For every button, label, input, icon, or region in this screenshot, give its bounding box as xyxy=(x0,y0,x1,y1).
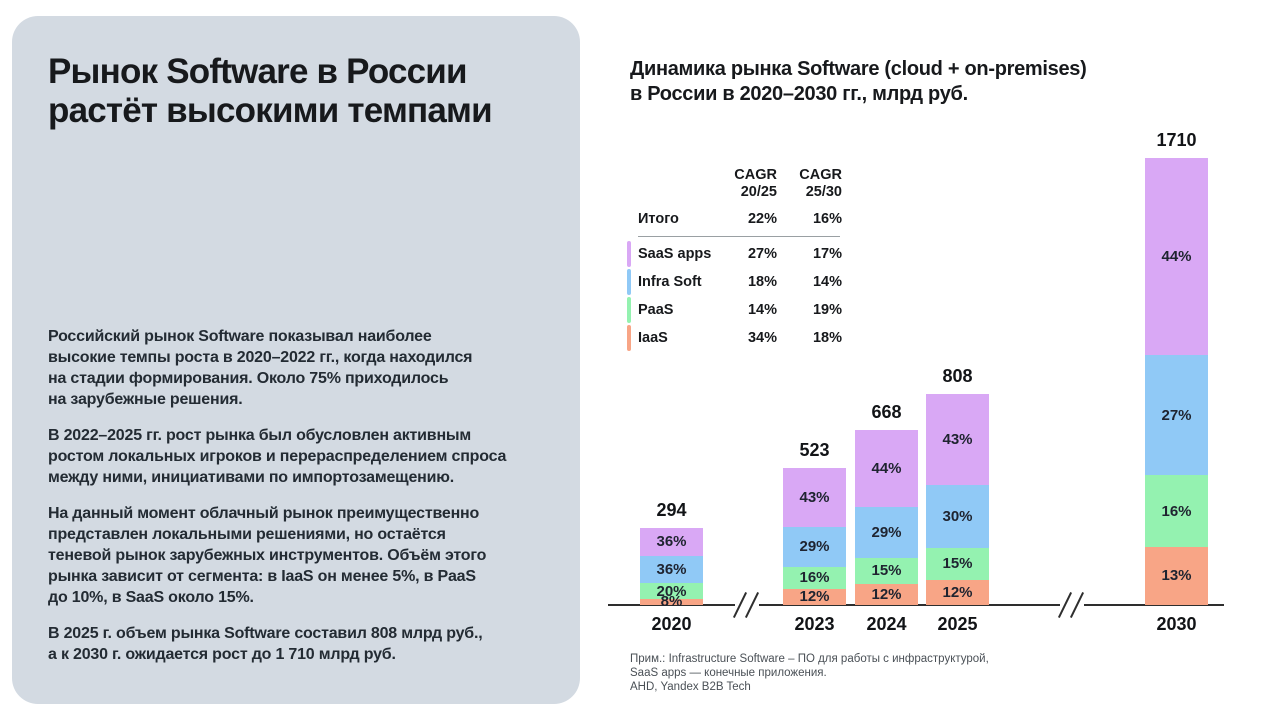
x-tick-2020: 2020 xyxy=(651,614,692,634)
cagr-table: CAGR 20/25 CAGR 25/30 Итого 22% 16% SaaS… xyxy=(627,163,842,352)
axis-break-slash xyxy=(1057,591,1073,619)
summary-text: Российский рынок Software показывал наиб… xyxy=(48,326,568,680)
segment-iaas: 12% xyxy=(783,588,846,605)
table-divider xyxy=(638,236,840,237)
bar-total-2020: 294 xyxy=(656,500,687,521)
page-title: Рынок Software в России растёт высокими … xyxy=(48,52,493,130)
row-cagr-20-25: 18% xyxy=(747,274,777,290)
paas-color-tick xyxy=(627,297,631,323)
bar-2030: 44% 27% 16% 13% xyxy=(1145,158,1208,605)
segment-saas-apps: 43% xyxy=(926,393,989,485)
segment-paas: 15% xyxy=(926,547,989,580)
row-label: PaaS xyxy=(638,302,674,318)
table-row-total: Итого 22% 16% xyxy=(627,205,842,233)
segment-saas-apps: 44% xyxy=(855,430,918,508)
segment-iaas: 12% xyxy=(926,579,989,605)
x-tick-2030: 2030 xyxy=(1156,614,1197,634)
bar-total-2030: 1710 xyxy=(1156,130,1197,150)
segment-saas-apps: 43% xyxy=(783,468,846,528)
bar-total-2025: 808 xyxy=(942,365,973,386)
x-tick-2025: 2025 xyxy=(937,614,978,634)
row-cagr-25-30: 19% xyxy=(812,302,842,318)
segment-iaas: 13% xyxy=(1145,546,1208,605)
chart-footnote: Прим.: Infrastructure Software – ПО для … xyxy=(630,653,989,693)
x-tick-2024: 2024 xyxy=(866,614,907,634)
bar-2024: 44% 29% 15% 12% xyxy=(855,430,918,605)
paragraph-2: В 2022–2025 гг. рост рынка был обусловле… xyxy=(48,427,507,486)
saas-color-tick xyxy=(627,241,631,267)
segment-saas-apps: 44% xyxy=(1145,158,1208,355)
row-label: SaaS apps xyxy=(638,246,712,262)
table-row-infra: Infra Soft 18% 14% xyxy=(627,268,842,296)
segment-infra-soft: 30% xyxy=(926,484,989,548)
segment-saas-apps: 36% xyxy=(640,528,703,556)
paragraph-1: Российский рынок Software показывал наиб… xyxy=(48,328,473,408)
axis-break-slash xyxy=(732,591,748,619)
paragraph-4: В 2025 г. объем рынка Software составил … xyxy=(48,625,483,663)
segment-infra-soft: 29% xyxy=(783,527,846,567)
row-label: IaaS xyxy=(638,330,668,346)
row-cagr-25-30: 16% xyxy=(812,211,842,227)
row-label: Итого xyxy=(638,211,679,227)
bar-2025: 43% 30% 15% 12% xyxy=(926,393,989,605)
summary-panel: Рынок Software в России растёт высокими … xyxy=(12,16,580,704)
row-cagr-20-25: 27% xyxy=(747,246,777,262)
chart-title: Динамика рынка Software (cloud + on-prem… xyxy=(630,58,1087,105)
segment-paas: 16% xyxy=(783,566,846,589)
col-header-cagr-25-30: CAGR 25/30 xyxy=(799,167,842,200)
bar-total-2023: 523 xyxy=(799,440,830,461)
segment-infra-soft: 27% xyxy=(1145,354,1208,476)
bar-2020: 36% 36% 20% 8% xyxy=(640,528,703,610)
axis-break-2 xyxy=(1057,591,1085,619)
row-cagr-25-30: 18% xyxy=(812,330,842,346)
row-cagr-25-30: 14% xyxy=(812,274,842,290)
row-cagr-20-25: 34% xyxy=(747,330,777,346)
axis-break-slash xyxy=(1069,591,1085,619)
bar-total-2024: 668 xyxy=(871,402,902,423)
table-row-saas: SaaS apps 27% 17% xyxy=(627,240,842,268)
axis-break-slash xyxy=(744,591,760,619)
x-axis-line xyxy=(608,604,1224,606)
segment-iaas: 8% xyxy=(640,593,703,610)
segment-infra-soft: 29% xyxy=(855,507,918,558)
table-row-iaas: IaaS 34% 18% xyxy=(627,324,842,352)
row-cagr-20-25: 22% xyxy=(747,211,777,227)
paragraph-3: На данный момент облачный рынок преимуще… xyxy=(48,505,487,606)
axis-break-1 xyxy=(732,591,760,619)
table-header-row: CAGR 20/25 CAGR 25/30 xyxy=(627,163,842,205)
segment-paas: 20% xyxy=(640,583,703,600)
row-cagr-20-25: 14% xyxy=(747,302,777,318)
segment-paas: 16% xyxy=(1145,475,1208,547)
col-header-cagr-20-25: CAGR 20/25 xyxy=(734,167,777,200)
table-row-paas: PaaS 14% 19% xyxy=(627,296,842,324)
bar-2023: 43% 29% 16% 12% xyxy=(783,468,846,605)
segment-iaas: 12% xyxy=(855,584,918,605)
segment-infra-soft: 36% xyxy=(640,555,703,584)
segment-paas: 15% xyxy=(855,557,918,585)
row-cagr-25-30: 17% xyxy=(812,246,842,262)
row-label: Infra Soft xyxy=(638,274,702,290)
x-tick-2023: 2023 xyxy=(794,614,835,634)
infra-color-tick xyxy=(627,269,631,295)
iaas-color-tick xyxy=(627,325,631,351)
bar-chart: 36% 36% 20% 8% 294 2020 43% 29% 16% 12% 523 2023 44%… xyxy=(608,120,1255,634)
